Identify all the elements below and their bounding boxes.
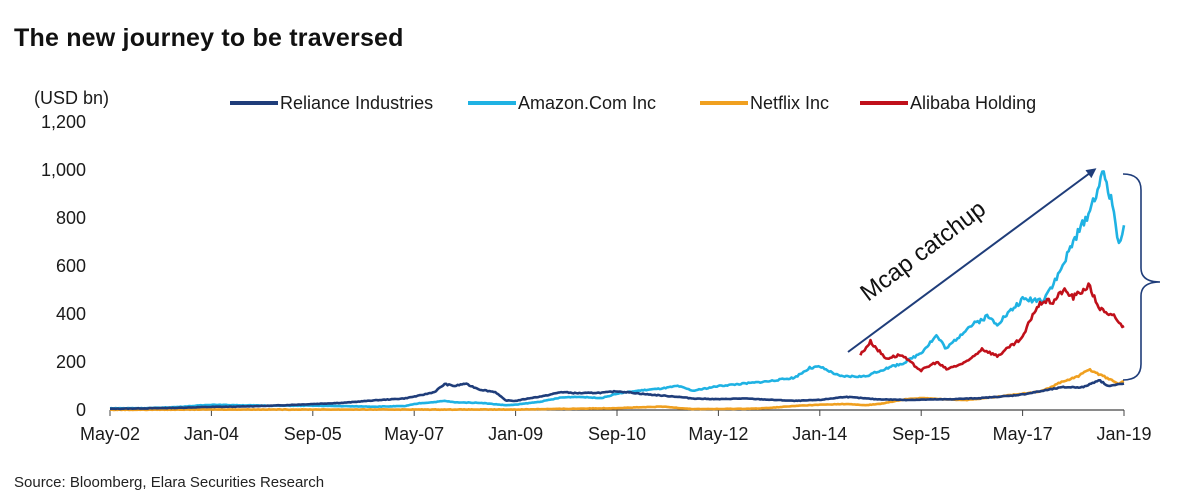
y-tick-label: 400 (56, 304, 86, 324)
annotation-label: Mcap catchup (855, 195, 991, 306)
x-tick-label: May-12 (688, 424, 748, 444)
y-tick-label: 600 (56, 256, 86, 276)
x-tick-label: Jan-14 (792, 424, 847, 444)
legend-label: Reliance Industries (280, 93, 433, 113)
x-tick-label: Sep-15 (892, 424, 950, 444)
x-tick-label: Sep-10 (588, 424, 646, 444)
brace-shape (1122, 173, 1161, 381)
x-tick-label: May-02 (80, 424, 140, 444)
legend-label: Alibaba Holding (910, 93, 1036, 113)
catchup-arrow (847, 168, 1097, 353)
x-axis: May-02 Jan-04 Sep-05 May-07 Jan-09 Sep-10 May-… (80, 409, 1152, 444)
series-line (859, 282, 1125, 373)
chart-title: The new journey to be traversed (14, 24, 404, 52)
annotation-layer: Mcap catchup (847, 168, 1161, 381)
y-tick-label: 1,200 (41, 112, 86, 132)
y-axis-label: (USD bn) (34, 88, 109, 108)
x-tick-label: Sep-05 (284, 424, 342, 444)
y-tick-label: 1,000 (41, 160, 86, 180)
legend-label: Amazon.Com Inc (518, 93, 656, 113)
y-tick-label: 0 (76, 400, 86, 420)
series-line (109, 367, 1125, 412)
x-tick-label: Jan-04 (184, 424, 239, 444)
y-tick-label: 200 (56, 352, 86, 372)
y-axis: 0 200 400 600 800 1,000 1,200 (41, 112, 86, 420)
legend: Reliance Industries Amazon.Com Inc Netflix… (230, 93, 1036, 113)
y-tick-label: 800 (56, 208, 86, 228)
source-note: Source: Bloomberg, Elara Securities Rese… (14, 474, 325, 491)
x-tick-label: Jan-19 (1096, 424, 1151, 444)
series-line (110, 379, 1125, 411)
legend-label: Netflix Inc (750, 93, 829, 113)
x-tick-label: Jan-09 (488, 424, 543, 444)
x-tick-label: May-17 (993, 424, 1053, 444)
x-tick-label: May-07 (384, 424, 444, 444)
series-lines (109, 170, 1126, 412)
